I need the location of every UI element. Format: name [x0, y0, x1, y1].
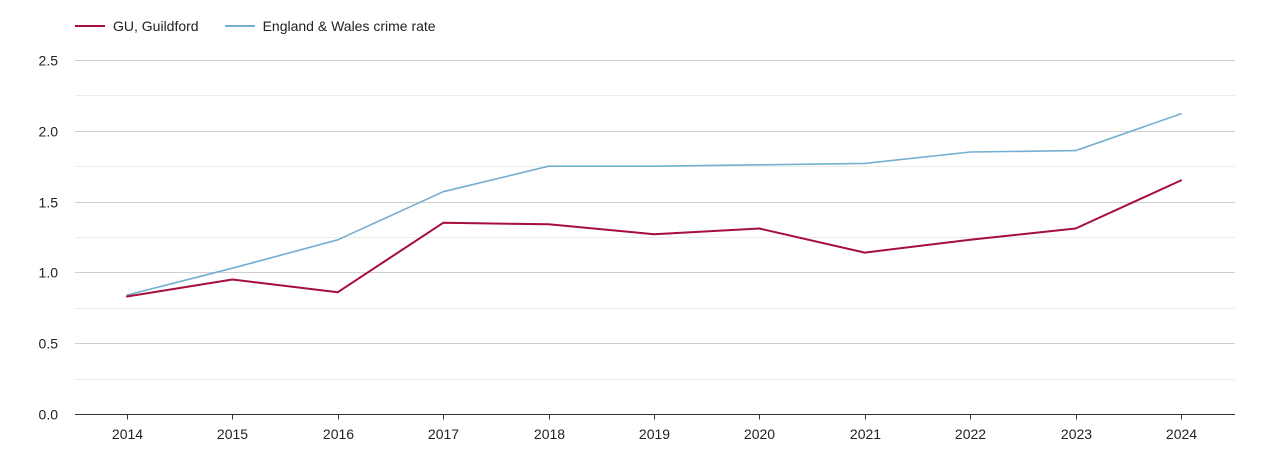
x-tick-label: 2021	[850, 426, 881, 442]
legend-label-guildford: GU, Guildford	[113, 18, 199, 34]
x-tick-label: 2015	[217, 426, 248, 442]
chart-legend: GU, Guildford England & Wales crime rate	[75, 15, 462, 37]
y-tick-label: 1.0	[39, 265, 59, 281]
x-tick-label: 2014	[112, 426, 143, 442]
series-line-guildford	[126, 179, 1182, 298]
y-tick-label: 2.0	[39, 124, 59, 140]
y-tick-label: 0.0	[39, 407, 59, 423]
x-tick-label: 2022	[955, 426, 986, 442]
x-tick-label: 2018	[534, 426, 565, 442]
legend-item-guildford[interactable]: GU, Guildford	[75, 18, 199, 34]
legend-swatch-england-wales	[224, 25, 255, 27]
x-tick-label: 2024	[1166, 426, 1197, 442]
y-tick-label: 1.5	[39, 195, 59, 211]
legend-label-england-wales: England & Wales crime rate	[262, 18, 436, 34]
x-tick-label: 2023	[1061, 426, 1092, 442]
x-tick-label: 2020	[744, 426, 775, 442]
legend-item-england-wales[interactable]: England & Wales crime rate	[224, 18, 436, 34]
y-tick-label: 0.5	[39, 336, 59, 352]
x-tick-label: 2017	[428, 426, 459, 442]
series-line-england-wales	[126, 113, 1182, 296]
y-tick-label: 2.5	[39, 53, 59, 69]
legend-swatch-guildford	[75, 25, 105, 27]
x-tick-label: 2016	[323, 426, 354, 442]
x-tick-label: 2019	[639, 426, 670, 442]
